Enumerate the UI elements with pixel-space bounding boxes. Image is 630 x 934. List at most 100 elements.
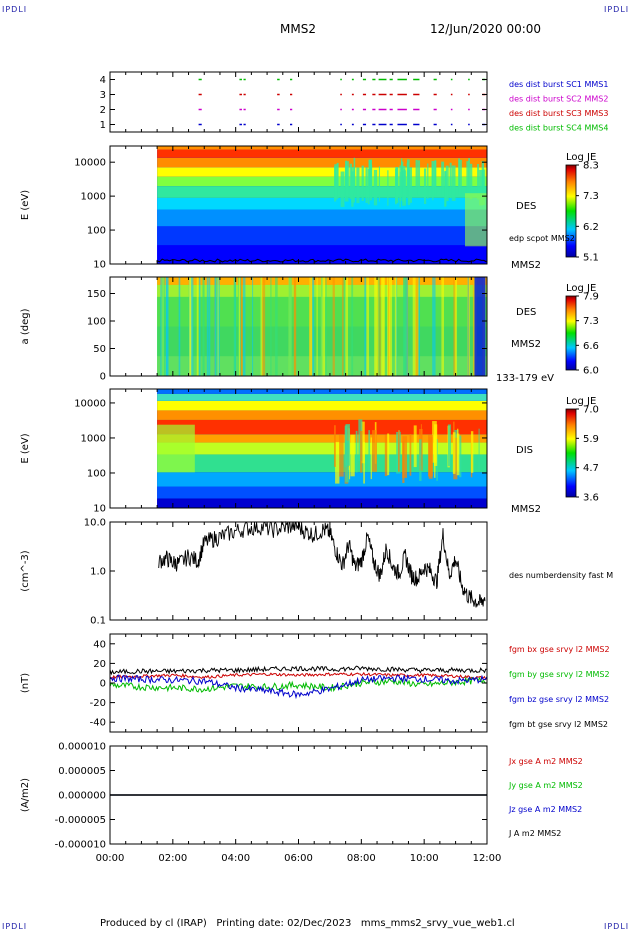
des-pitch-streak bbox=[441, 277, 445, 376]
colorbar-tick-label: 3.6 bbox=[583, 493, 599, 504]
des-energy-streak bbox=[432, 161, 437, 197]
des-energy-streak bbox=[477, 164, 480, 200]
bfield-line bbox=[109, 671, 488, 681]
dis-energy-streak bbox=[360, 430, 363, 473]
des-energy-streak bbox=[468, 158, 471, 194]
des-energy-spacecraft-label: MMS2 bbox=[511, 260, 541, 271]
des-energy-streak bbox=[427, 163, 429, 199]
des-pitch-streak bbox=[241, 277, 243, 376]
current-legend: Jx gse A m2 MMS2 bbox=[508, 757, 583, 766]
spacecraft-title: MMS2 bbox=[280, 22, 316, 36]
des-energy-ytick-label: 1000 bbox=[81, 192, 106, 203]
des-pitch-streak bbox=[388, 277, 393, 376]
bfield-line bbox=[109, 676, 488, 693]
corner-label-bottom-left: IPDLI bbox=[2, 922, 28, 931]
colorbar-tick-label: 7.9 bbox=[583, 292, 599, 303]
des-energy-streak bbox=[368, 159, 372, 196]
des-energy-streak bbox=[378, 166, 380, 202]
des-energy-late-band bbox=[465, 193, 487, 247]
des-pitch-streak bbox=[382, 277, 385, 376]
des-pitch-streak bbox=[351, 277, 354, 376]
des-pitch-streak bbox=[252, 277, 254, 376]
dis-energy-streak bbox=[355, 430, 358, 473]
dis-energy-streak bbox=[409, 434, 412, 476]
des-energy-streak bbox=[415, 159, 418, 196]
des-energy-streak bbox=[349, 163, 352, 200]
des-pitch-streak bbox=[238, 277, 241, 376]
colorbar-tick-label: 7.3 bbox=[583, 316, 599, 327]
dis-energy-streak bbox=[456, 433, 460, 476]
corner-label-bottom-right: IPDLI bbox=[604, 922, 630, 931]
time-tick-label: 06:00 bbox=[284, 853, 313, 864]
des-pitch-streak bbox=[214, 277, 217, 376]
des-pitch-streak bbox=[260, 277, 264, 376]
dis-energy-streak bbox=[470, 431, 474, 473]
des-energy-heat-band bbox=[157, 157, 487, 168]
dis-energy-ytick-label: 100 bbox=[87, 468, 106, 479]
colorbar-1 bbox=[565, 295, 577, 371]
des-energy-ytick-label: 10 bbox=[93, 260, 106, 271]
dis-energy-streak bbox=[478, 428, 480, 471]
des-energy-streak bbox=[367, 168, 370, 205]
des-energy-streak bbox=[482, 169, 486, 205]
des-pitch-streak bbox=[380, 277, 384, 376]
des-pitch-ylabel: a (deg) bbox=[20, 308, 31, 344]
dis-energy-streak bbox=[335, 441, 340, 484]
des-energy-streak bbox=[365, 167, 368, 203]
des-pitch-ytick-label: 50 bbox=[93, 344, 106, 355]
des-pitch-streak bbox=[374, 277, 377, 376]
density-legend: des numberdensity fast M bbox=[509, 571, 613, 580]
des-energy-streak bbox=[444, 170, 447, 207]
colorbar-tick-label: 5.1 bbox=[583, 253, 599, 264]
dis-energy-streak bbox=[419, 439, 422, 481]
des-pitch-streak bbox=[375, 277, 379, 376]
bfield-ytick-label: -20 bbox=[90, 698, 106, 709]
des-energy-streak bbox=[449, 162, 452, 199]
colorbar-title-2: Log JE bbox=[566, 396, 596, 407]
des-energy-streak bbox=[345, 160, 347, 196]
des-pitch-streak bbox=[341, 277, 344, 376]
des-energy-heat-band bbox=[157, 176, 487, 187]
bfield-ytick-label: -40 bbox=[90, 718, 106, 729]
des-energy-streak bbox=[431, 160, 433, 197]
des-pitch-streak bbox=[467, 277, 469, 376]
dis-energy-streak bbox=[370, 437, 372, 480]
des-pitch-streak bbox=[364, 277, 367, 376]
des-energy-heat-band bbox=[157, 226, 487, 246]
dis-energy-heat-band bbox=[157, 434, 487, 443]
current-ytick-label: -0.000010 bbox=[55, 840, 106, 851]
plot-datetime: 12/Jun/2020 00:00 bbox=[430, 22, 542, 36]
dis-energy-streak bbox=[384, 434, 388, 477]
des-energy-streak bbox=[373, 169, 378, 206]
des-pitch-side-label: DES bbox=[516, 307, 536, 318]
des-pitch-streak bbox=[316, 277, 318, 376]
dis-energy-streak bbox=[350, 434, 355, 477]
des-pitch-streak bbox=[161, 277, 165, 376]
des-pitch-streak bbox=[294, 277, 297, 376]
des-pitch-streak bbox=[406, 277, 408, 376]
des-energy-heat-band bbox=[157, 197, 487, 210]
availability-frame bbox=[109, 71, 488, 133]
legend-des-dist-burst-sc4-mms4: des dist burst SC4 MMS4 bbox=[509, 124, 608, 133]
time-tick-label: 02:00 bbox=[158, 853, 187, 864]
legend-des-dist-burst-sc3-mms3: des dist burst SC3 MMS3 bbox=[509, 109, 608, 118]
dis-energy-heat-band bbox=[157, 486, 487, 499]
des-energy-streak bbox=[345, 161, 349, 197]
bfield-line bbox=[109, 665, 487, 676]
time-tick-label: 00:00 bbox=[96, 853, 125, 864]
des-pitch-streak bbox=[415, 277, 419, 376]
dis-energy-heat-band bbox=[157, 393, 487, 401]
des-energy-streak bbox=[445, 165, 449, 202]
des-pitch-streak bbox=[217, 277, 219, 376]
density-ytick-label: 1.0 bbox=[90, 567, 106, 578]
des-pitch-streak bbox=[332, 277, 335, 376]
dis-energy-streak bbox=[413, 425, 417, 468]
bfield-line bbox=[109, 674, 488, 700]
bfield-legend: fgm bx gse srvy l2 MMS2 bbox=[509, 645, 610, 654]
des-energy-streak bbox=[417, 160, 421, 196]
des-energy-streak bbox=[406, 162, 408, 199]
des-pitch-streak bbox=[198, 277, 201, 376]
des-pitch-streak bbox=[366, 277, 370, 376]
dis-energy-streak bbox=[397, 430, 400, 472]
dis-energy-streak bbox=[452, 432, 456, 474]
